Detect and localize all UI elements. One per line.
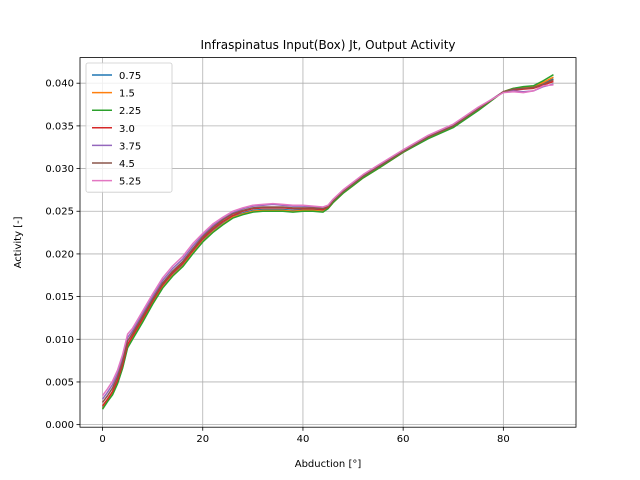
x-tick-label: 60 <box>397 434 410 445</box>
legend-label: 3.0 <box>119 124 135 135</box>
y-axis-label: Activity [-] <box>13 216 24 268</box>
y-tick-label: 0.035 <box>45 121 74 132</box>
legend-label: 2.25 <box>119 106 141 117</box>
series-lines <box>101 74 554 410</box>
y-tick-label: 0.005 <box>45 377 74 388</box>
y-tick-label: 0.025 <box>45 207 74 218</box>
legend-label: 0.75 <box>119 71 141 82</box>
y-tick-label: 0.010 <box>45 335 74 346</box>
y-tick-label: 0.000 <box>45 420 74 431</box>
y-tick-label: 0.040 <box>45 79 74 90</box>
series-line-4.5 <box>101 79 554 403</box>
legend-label: 1.5 <box>119 89 135 100</box>
series-line-2.25 <box>101 74 554 410</box>
x-axis-ticks: 0 20 40 60 80 <box>99 427 510 445</box>
y-tick-label: 0.015 <box>45 292 74 303</box>
y-axis-ticks: 0.000 0.005 0.010 0.015 0.020 0.025 0.030 0.035… <box>45 79 80 431</box>
legend: 0.75 1.5 2.25 3.0 3.75 4.5 5.25 <box>85 62 173 193</box>
y-tick-label: 0.030 <box>45 164 74 175</box>
legend-box <box>85 62 173 193</box>
x-tick-label: 80 <box>497 434 510 445</box>
series-line-5.25 <box>101 84 554 397</box>
y-tick-label: 0.020 <box>45 249 74 260</box>
grid <box>80 57 576 428</box>
chart-title: Infraspinatus Input(Box) Jt, Output Acti… <box>201 38 456 52</box>
plot-frame <box>79 57 577 428</box>
legend-label: 5.25 <box>119 177 141 188</box>
x-tick-label: 40 <box>297 434 310 445</box>
x-tick-label: 20 <box>196 434 209 445</box>
x-tick-label: 0 <box>99 434 105 445</box>
x-axis-label: Abduction [°] <box>295 459 362 470</box>
legend-label: 4.5 <box>119 159 135 170</box>
legend-label: 3.75 <box>119 141 141 152</box>
